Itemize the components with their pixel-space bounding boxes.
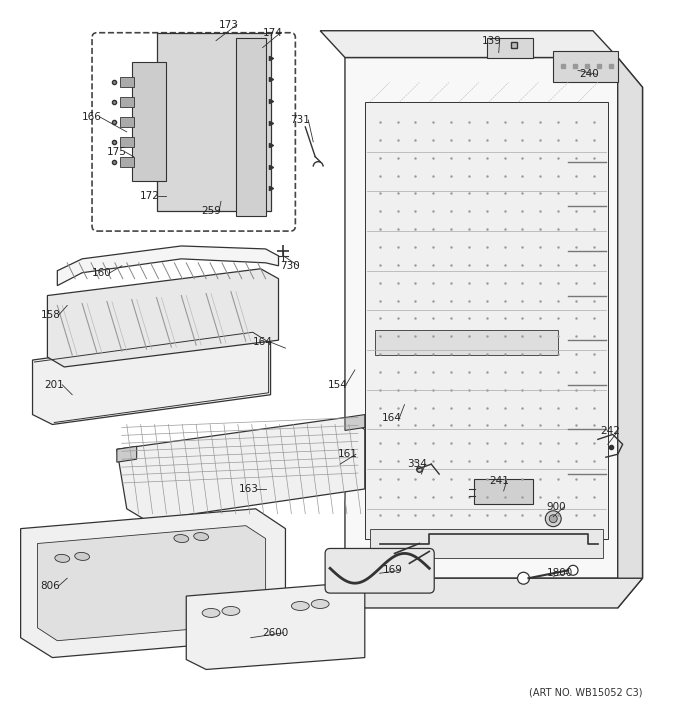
Text: 164: 164: [253, 337, 273, 347]
Text: 259: 259: [201, 206, 221, 216]
Polygon shape: [474, 479, 533, 504]
Ellipse shape: [202, 608, 220, 618]
Polygon shape: [370, 529, 603, 558]
Polygon shape: [375, 331, 558, 355]
Polygon shape: [487, 38, 533, 57]
Polygon shape: [37, 526, 266, 641]
Text: 1800: 1800: [547, 568, 573, 579]
Polygon shape: [33, 331, 271, 425]
Text: 242: 242: [600, 426, 619, 436]
Polygon shape: [554, 51, 617, 83]
Text: 169: 169: [383, 566, 403, 576]
Polygon shape: [120, 78, 134, 87]
Polygon shape: [117, 418, 364, 521]
Text: 173: 173: [219, 20, 239, 30]
Polygon shape: [120, 137, 134, 146]
Text: (ART NO. WB15052 C3): (ART NO. WB15052 C3): [529, 687, 643, 697]
Ellipse shape: [75, 552, 90, 560]
Text: 160: 160: [92, 268, 112, 278]
Text: 900: 900: [547, 502, 566, 512]
Ellipse shape: [174, 534, 189, 542]
Polygon shape: [120, 117, 134, 127]
Text: 161: 161: [338, 450, 358, 459]
Polygon shape: [48, 269, 279, 367]
Text: 163: 163: [239, 484, 258, 494]
Polygon shape: [617, 57, 643, 608]
Polygon shape: [132, 62, 167, 181]
Polygon shape: [57, 246, 279, 286]
Text: 240: 240: [579, 70, 599, 79]
Text: 139: 139: [482, 36, 502, 46]
Polygon shape: [186, 583, 364, 669]
Polygon shape: [120, 157, 134, 167]
Circle shape: [549, 515, 557, 523]
Text: 731: 731: [290, 115, 310, 125]
Text: 2600: 2600: [262, 628, 288, 638]
Text: 166: 166: [82, 112, 102, 122]
Polygon shape: [320, 30, 617, 57]
FancyBboxPatch shape: [325, 549, 435, 593]
Circle shape: [545, 511, 561, 526]
Text: 334: 334: [407, 459, 427, 469]
Text: 241: 241: [489, 476, 509, 486]
Text: 154: 154: [328, 380, 348, 390]
Text: 164: 164: [381, 413, 401, 423]
Text: 806: 806: [41, 581, 61, 591]
Circle shape: [568, 566, 578, 575]
Polygon shape: [345, 415, 364, 431]
Text: 730: 730: [281, 261, 301, 271]
Text: 174: 174: [262, 28, 282, 38]
Text: 158: 158: [40, 310, 61, 320]
Text: 201: 201: [44, 380, 64, 390]
Ellipse shape: [55, 555, 70, 563]
Circle shape: [517, 572, 530, 584]
Ellipse shape: [194, 533, 209, 541]
Text: 175: 175: [107, 146, 126, 157]
Polygon shape: [120, 97, 134, 107]
Polygon shape: [236, 38, 266, 216]
Polygon shape: [364, 102, 608, 539]
Polygon shape: [20, 509, 286, 658]
Ellipse shape: [292, 602, 309, 610]
Ellipse shape: [311, 600, 329, 608]
Polygon shape: [345, 57, 643, 579]
Ellipse shape: [222, 607, 240, 616]
Text: 172: 172: [139, 191, 160, 202]
Polygon shape: [156, 33, 271, 211]
FancyBboxPatch shape: [92, 33, 295, 231]
Polygon shape: [117, 447, 137, 462]
Polygon shape: [320, 579, 643, 608]
